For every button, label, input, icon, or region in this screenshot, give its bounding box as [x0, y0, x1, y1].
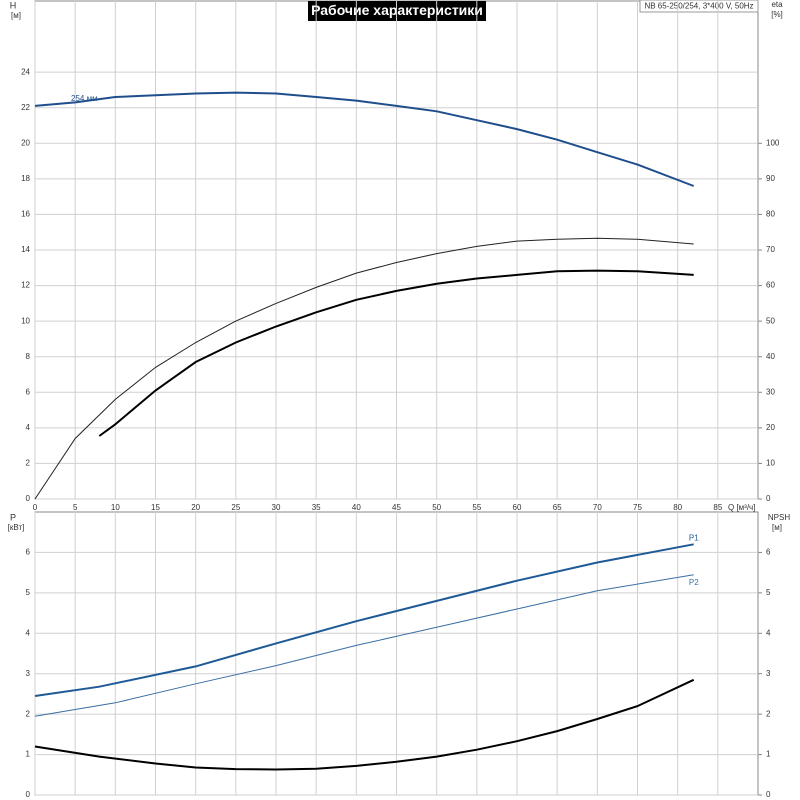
x-tick-label: 75: [633, 503, 642, 512]
x-tick-label: 80: [673, 503, 682, 512]
y-tick-label: 0: [26, 494, 31, 503]
y2-tick-label: 0: [766, 790, 771, 799]
series-label: P1: [689, 533, 699, 542]
series-line: [34, 543, 694, 697]
y-unit: [кВт]: [8, 523, 25, 532]
y2-tick-label: 80: [766, 210, 775, 219]
y-tick-label: 24: [21, 67, 30, 76]
x-tick-label: 30: [272, 503, 281, 512]
x-tick-label: 35: [312, 503, 321, 512]
y2-tick-label: 40: [766, 352, 775, 361]
x-tick-label: 15: [151, 503, 160, 512]
y2-unit: [%]: [771, 10, 783, 19]
y-tick-label: 16: [21, 210, 30, 219]
series-line: [34, 237, 694, 500]
y2-tick-label: 1: [766, 750, 771, 759]
y-tick-label: 2: [26, 709, 31, 718]
x-tick-label: 65: [553, 503, 562, 512]
y-tick-label: 5: [26, 588, 31, 597]
x-label: Q [м³/ч]: [728, 503, 755, 512]
y2-tick-label: 100: [766, 138, 780, 147]
y2-tick-label: 60: [766, 281, 775, 290]
y2-tick-label: 70: [766, 245, 775, 254]
y2-label: eta: [771, 0, 783, 9]
y-tick-label: 2: [26, 459, 31, 468]
x-tick-label: 45: [392, 503, 401, 512]
y-tick-label: 6: [26, 387, 31, 396]
y-label: P: [10, 512, 16, 522]
x-tick-label: 5: [73, 503, 78, 512]
y2-tick-label: 2: [766, 709, 771, 718]
y2-tick-label: 50: [766, 316, 775, 325]
x-tick-label: 50: [432, 503, 441, 512]
y-tick-label: 20: [21, 138, 30, 147]
y2-label: NPSH: [768, 513, 790, 522]
series-label: 254 мм: [71, 94, 98, 103]
y-tick-label: 18: [21, 174, 30, 183]
y2-tick-label: 5: [766, 588, 771, 597]
y-tick-label: 8: [26, 352, 31, 361]
y-unit: [м]: [11, 11, 21, 20]
y-tick-label: 1: [26, 750, 31, 759]
y2-unit: [м]: [772, 523, 782, 532]
subtitle-box: [639, 0, 759, 13]
y-tick-label: 3: [26, 669, 31, 678]
y-tick-label: 4: [26, 423, 31, 432]
y2-tick-label: 6: [766, 548, 771, 557]
x-tick-label: 25: [231, 503, 240, 512]
y-tick-label: 4: [26, 628, 31, 637]
x-tick-label: 40: [352, 503, 361, 512]
y-label: H: [10, 0, 17, 10]
y-tick-label: 22: [21, 103, 30, 112]
series-label: P2: [689, 578, 699, 587]
x-tick-label: 0: [33, 503, 38, 512]
y2-tick-label: 20: [766, 423, 775, 432]
series-line: [34, 91, 695, 187]
y2-tick-label: 90: [766, 174, 775, 183]
y-tick-label: 6: [26, 548, 31, 557]
y2-tick-label: 4: [766, 628, 771, 637]
x-tick-label: 60: [513, 503, 522, 512]
series-line: [34, 678, 695, 771]
x-tick-label: 20: [191, 503, 200, 512]
y-tick-label: 0: [26, 790, 31, 799]
x-tick-label: 10: [111, 503, 120, 512]
y2-tick-label: 30: [766, 387, 775, 396]
y-tick-label: 12: [21, 281, 30, 290]
y-tick-label: 10: [21, 316, 30, 325]
x-tick-label: 70: [593, 503, 602, 512]
x-tick-label: 55: [472, 503, 481, 512]
series-line: [34, 574, 694, 717]
series-line: [98, 269, 694, 437]
subtitle: NB 65-250/254, 3*400 V, 50Hz: [644, 2, 753, 11]
x-tick-label: 85: [713, 503, 722, 512]
y-tick-label: 14: [21, 245, 30, 254]
y2-tick-label: 10: [766, 459, 775, 468]
y2-tick-label: 3: [766, 669, 771, 678]
y2-tick-label: 0: [766, 494, 771, 503]
